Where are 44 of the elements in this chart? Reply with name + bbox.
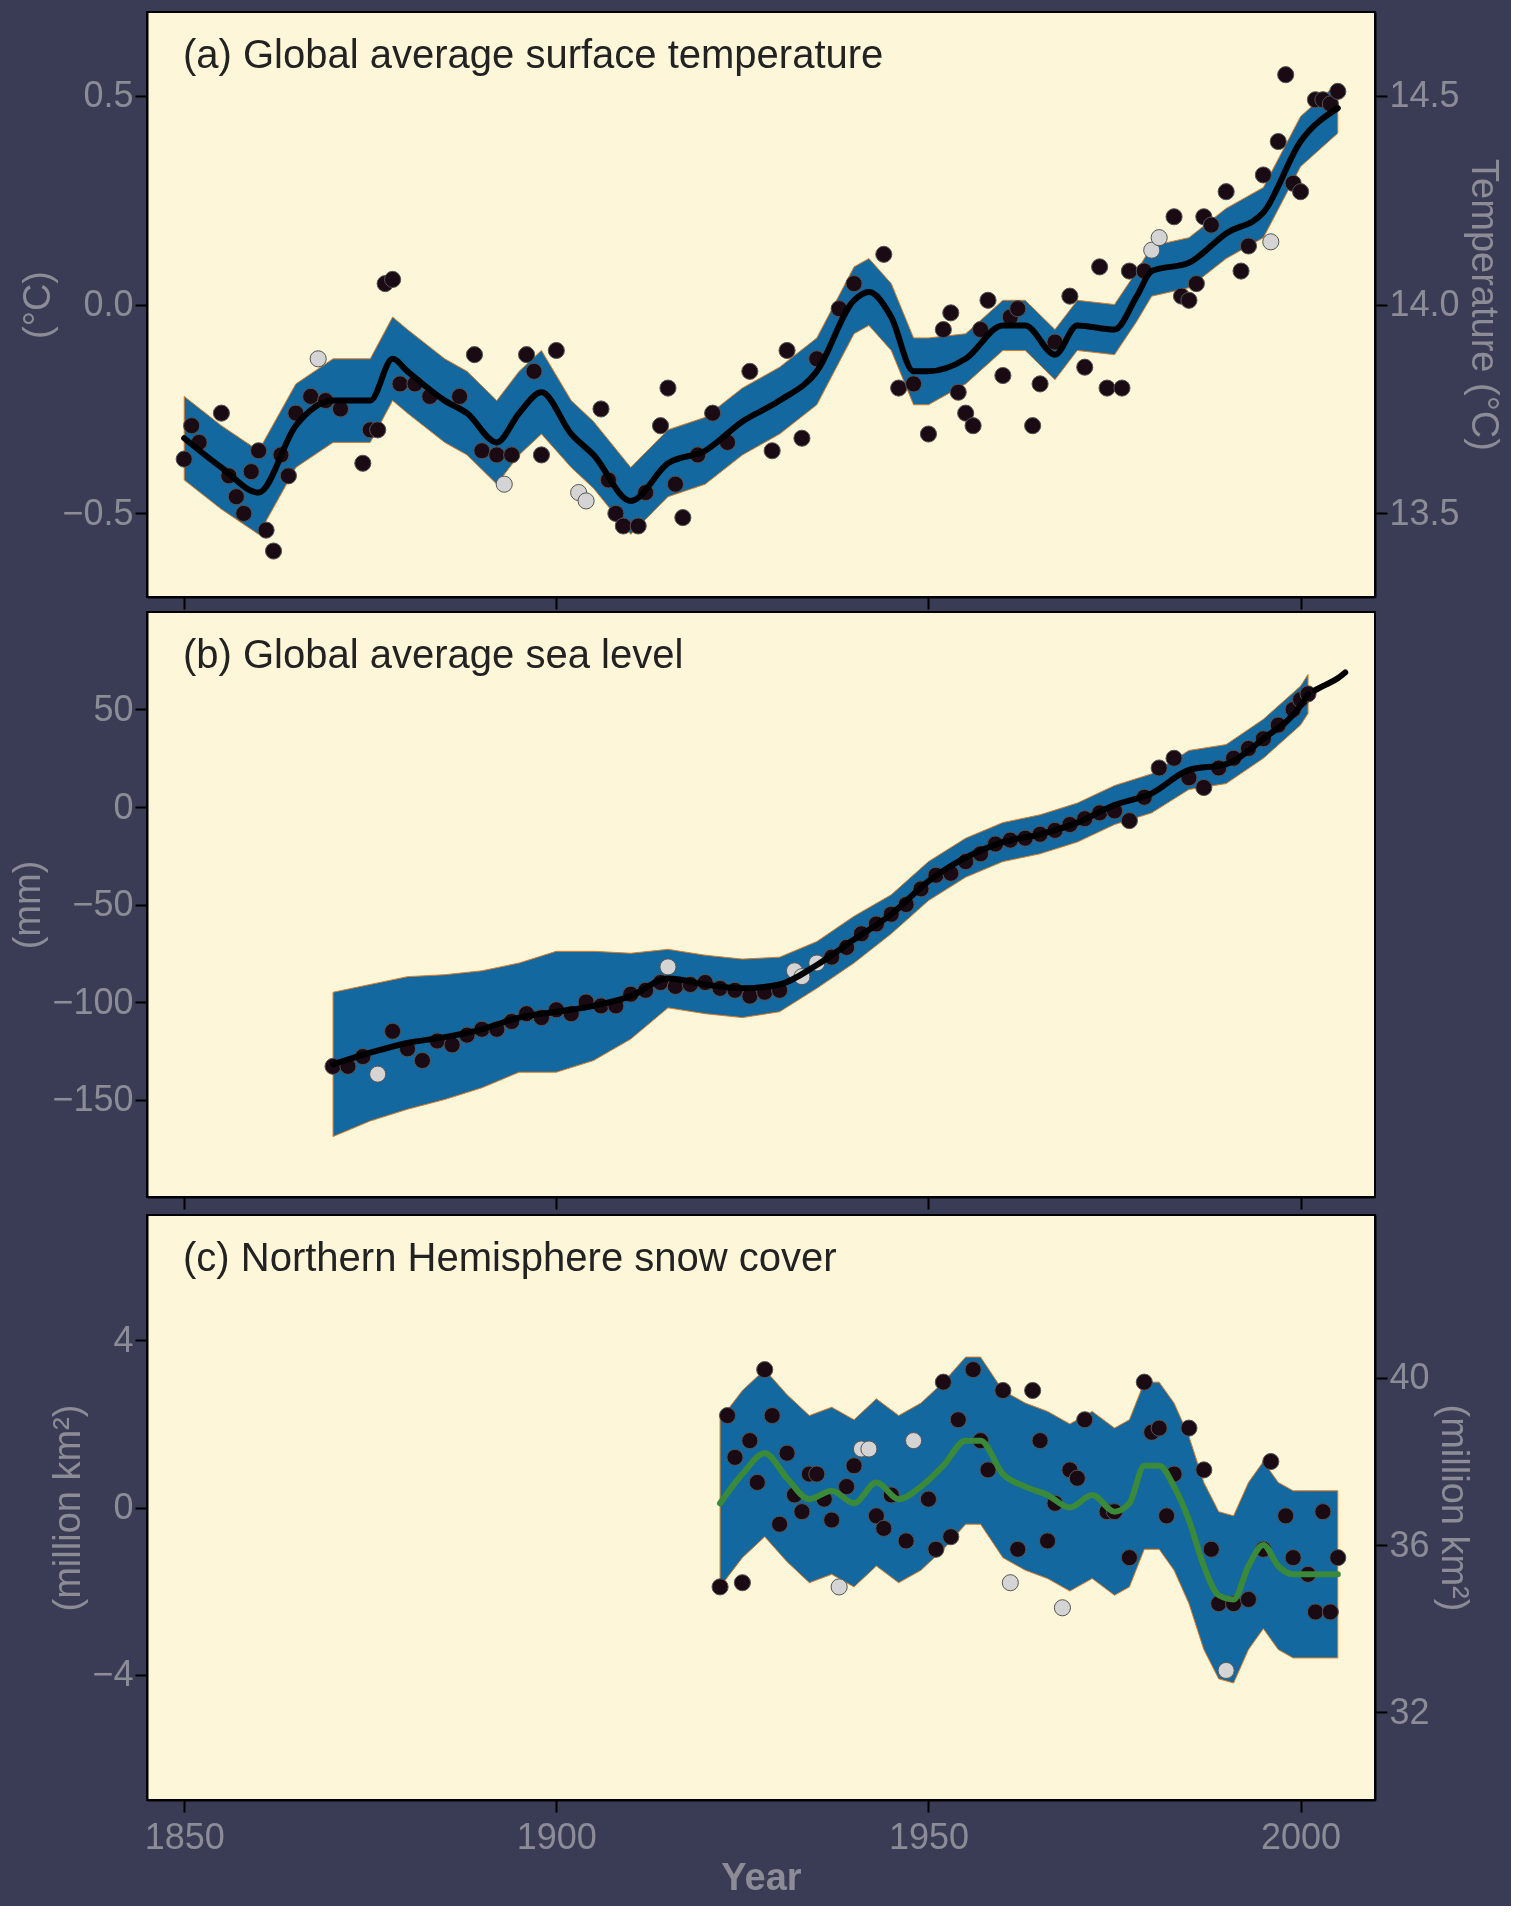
y-tick-label: −0.5 — [62, 491, 134, 533]
y-tick-label: 50 — [93, 688, 134, 729]
y-tick-label: 0.5 — [83, 74, 134, 116]
point — [369, 1065, 387, 1083]
y-axis-title: (°C) — [16, 271, 59, 339]
point — [1143, 241, 1161, 259]
y-axis-title: (million km²) — [46, 1404, 89, 1612]
y2-tick-label: 14.5 — [1389, 74, 1460, 116]
y2-tick-label: 13.5 — [1389, 491, 1460, 533]
point — [1001, 1574, 1019, 1592]
y-tick-label: −100 — [52, 980, 134, 1022]
point — [1262, 233, 1280, 251]
y-tick-label: 4 — [113, 1318, 134, 1360]
point — [659, 958, 677, 976]
y2-axis-title: Temperature (°C) — [1463, 159, 1506, 451]
point — [830, 1578, 848, 1596]
y2-axis-title: (million km²) — [1433, 1404, 1476, 1612]
y2-tick-label: 40 — [1389, 1356, 1430, 1398]
point — [860, 1440, 878, 1458]
point — [309, 350, 327, 368]
y-tick-label: −4 — [92, 1653, 134, 1695]
y-tick-label: −50 — [72, 883, 134, 924]
text: (c) Northern Hemisphere snow cover — [183, 1235, 837, 1279]
y-axis-title: (mm) — [6, 860, 49, 950]
point — [905, 1432, 923, 1450]
x-tick-label: 1850 — [144, 1815, 225, 1857]
text: (a) Global average surface temperature — [183, 32, 884, 76]
y2-tick-label: 14.0 — [1389, 283, 1460, 324]
y2-tick-label: 32 — [1389, 1690, 1430, 1732]
text: (b) Global average sea level — [183, 632, 684, 676]
x-tick-label: 2000 — [1261, 1815, 1342, 1857]
point — [1053, 1599, 1071, 1617]
y-tick-label: 0.0 — [83, 283, 134, 324]
point — [1217, 1661, 1235, 1680]
y-tick-label: −150 — [52, 1078, 134, 1119]
y-tick-label: 0 — [113, 785, 134, 827]
x-tick-label: 1950 — [888, 1815, 969, 1857]
point — [577, 492, 595, 510]
y2-tick-label: 36 — [1389, 1523, 1430, 1565]
x-axis-title: Year — [721, 1855, 802, 1898]
x-tick-label: 1900 — [516, 1815, 597, 1857]
point — [495, 475, 513, 493]
point — [1150, 229, 1168, 247]
y-tick-label: 0 — [113, 1486, 134, 1527]
